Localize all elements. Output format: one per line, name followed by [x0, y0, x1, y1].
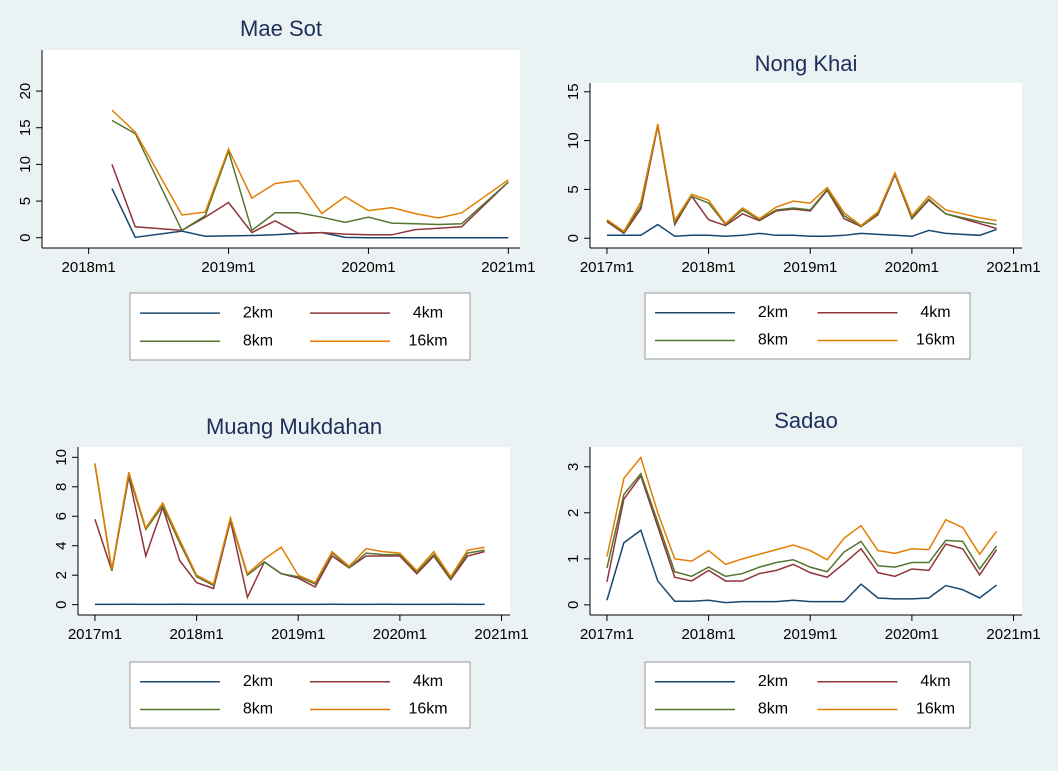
y-tick-label: 0: [565, 234, 582, 242]
y-tick-label: 10: [53, 449, 70, 466]
legend-box: [644, 661, 971, 729]
x-tick-label: 2018m1: [681, 259, 735, 276]
x-tick-label: 2017m1: [68, 626, 122, 643]
y-tick-label: 5: [565, 185, 582, 193]
legend-label: 8km: [758, 332, 788, 349]
y-tick-label: 10: [17, 156, 34, 173]
y-tick-label: 20: [17, 83, 34, 100]
x-tick-label: 2018m1: [169, 626, 223, 643]
y-tick-label: 3: [565, 463, 582, 471]
x-tick-label: 2017m1: [580, 626, 634, 643]
x-tick-label: 2019m1: [783, 626, 837, 643]
y-tick-label: 0: [17, 234, 34, 242]
series-line: [606, 529, 998, 604]
x-tick-label: 2018m1: [62, 259, 116, 276]
chart-title: Muang Mukdahan: [206, 414, 382, 439]
legend-label: 4km: [920, 304, 950, 321]
plot-area: [590, 447, 1022, 615]
y-tick-label: 0: [565, 601, 582, 609]
x-tick-label: 2020m1: [885, 259, 939, 276]
plot-area: [590, 83, 1022, 248]
y-tick-label: 2: [565, 509, 582, 517]
legend-label: 2km: [758, 304, 788, 321]
x-tick-label: 2020m1: [341, 259, 395, 276]
y-tick-label: 6: [53, 512, 70, 520]
chart-title: Mae Sot: [240, 16, 322, 41]
y-tick-label: 15: [17, 119, 34, 136]
legend-label: 8km: [758, 701, 788, 718]
x-tick-label: 2020m1: [373, 626, 427, 643]
legend-label: 8km: [243, 701, 273, 718]
legend-box: [129, 292, 471, 361]
x-tick-label: 2019m1: [271, 626, 325, 643]
legend-label: 4km: [413, 673, 443, 690]
legend-label: 16km: [408, 701, 447, 718]
y-tick-label: 4: [53, 542, 70, 550]
legend-box: [644, 292, 971, 360]
series-line: [606, 474, 998, 583]
x-tick-label: 2018m1: [681, 626, 735, 643]
legend-label: 4km: [920, 673, 950, 690]
series-line: [111, 119, 509, 232]
x-tick-label: 2019m1: [783, 259, 837, 276]
legend-box: [129, 661, 471, 729]
x-tick-label: 2021m1: [481, 259, 535, 276]
x-tick-label: 2021m1: [986, 259, 1040, 276]
series-line: [606, 123, 997, 233]
series-line: [606, 456, 998, 566]
x-tick-label: 2019m1: [201, 259, 255, 276]
legend-label: 2km: [243, 304, 273, 321]
y-tick-label: 10: [565, 132, 582, 149]
x-tick-label: 2021m1: [986, 626, 1040, 643]
series-line: [94, 464, 485, 587]
series-line: [111, 109, 509, 219]
legend-label: 4km: [413, 304, 443, 321]
legend-label: 2km: [243, 673, 273, 690]
y-tick-label: 8: [53, 483, 70, 491]
x-tick-label: 2021m1: [474, 626, 528, 643]
chart-title: Nong Khai: [755, 51, 858, 76]
series-line: [606, 472, 998, 578]
plot-area: [78, 447, 510, 615]
x-tick-label: 2020m1: [885, 626, 939, 643]
legend-label: 8km: [243, 332, 273, 349]
legend-label: 16km: [916, 701, 955, 718]
x-tick-label: 2017m1: [580, 259, 634, 276]
y-tick-label: 1: [565, 555, 582, 563]
legend-label: 16km: [916, 332, 955, 349]
y-tick-label: 5: [17, 197, 34, 205]
chart-title: Sadao: [774, 408, 838, 433]
plot-area: [42, 50, 520, 248]
legend-label: 2km: [758, 673, 788, 690]
series-line: [606, 223, 997, 238]
legend-label: 16km: [408, 332, 447, 349]
y-tick-label: 0: [53, 601, 70, 609]
y-tick-label: 15: [565, 83, 582, 100]
y-tick-label: 2: [53, 571, 70, 579]
series-line: [94, 463, 485, 586]
